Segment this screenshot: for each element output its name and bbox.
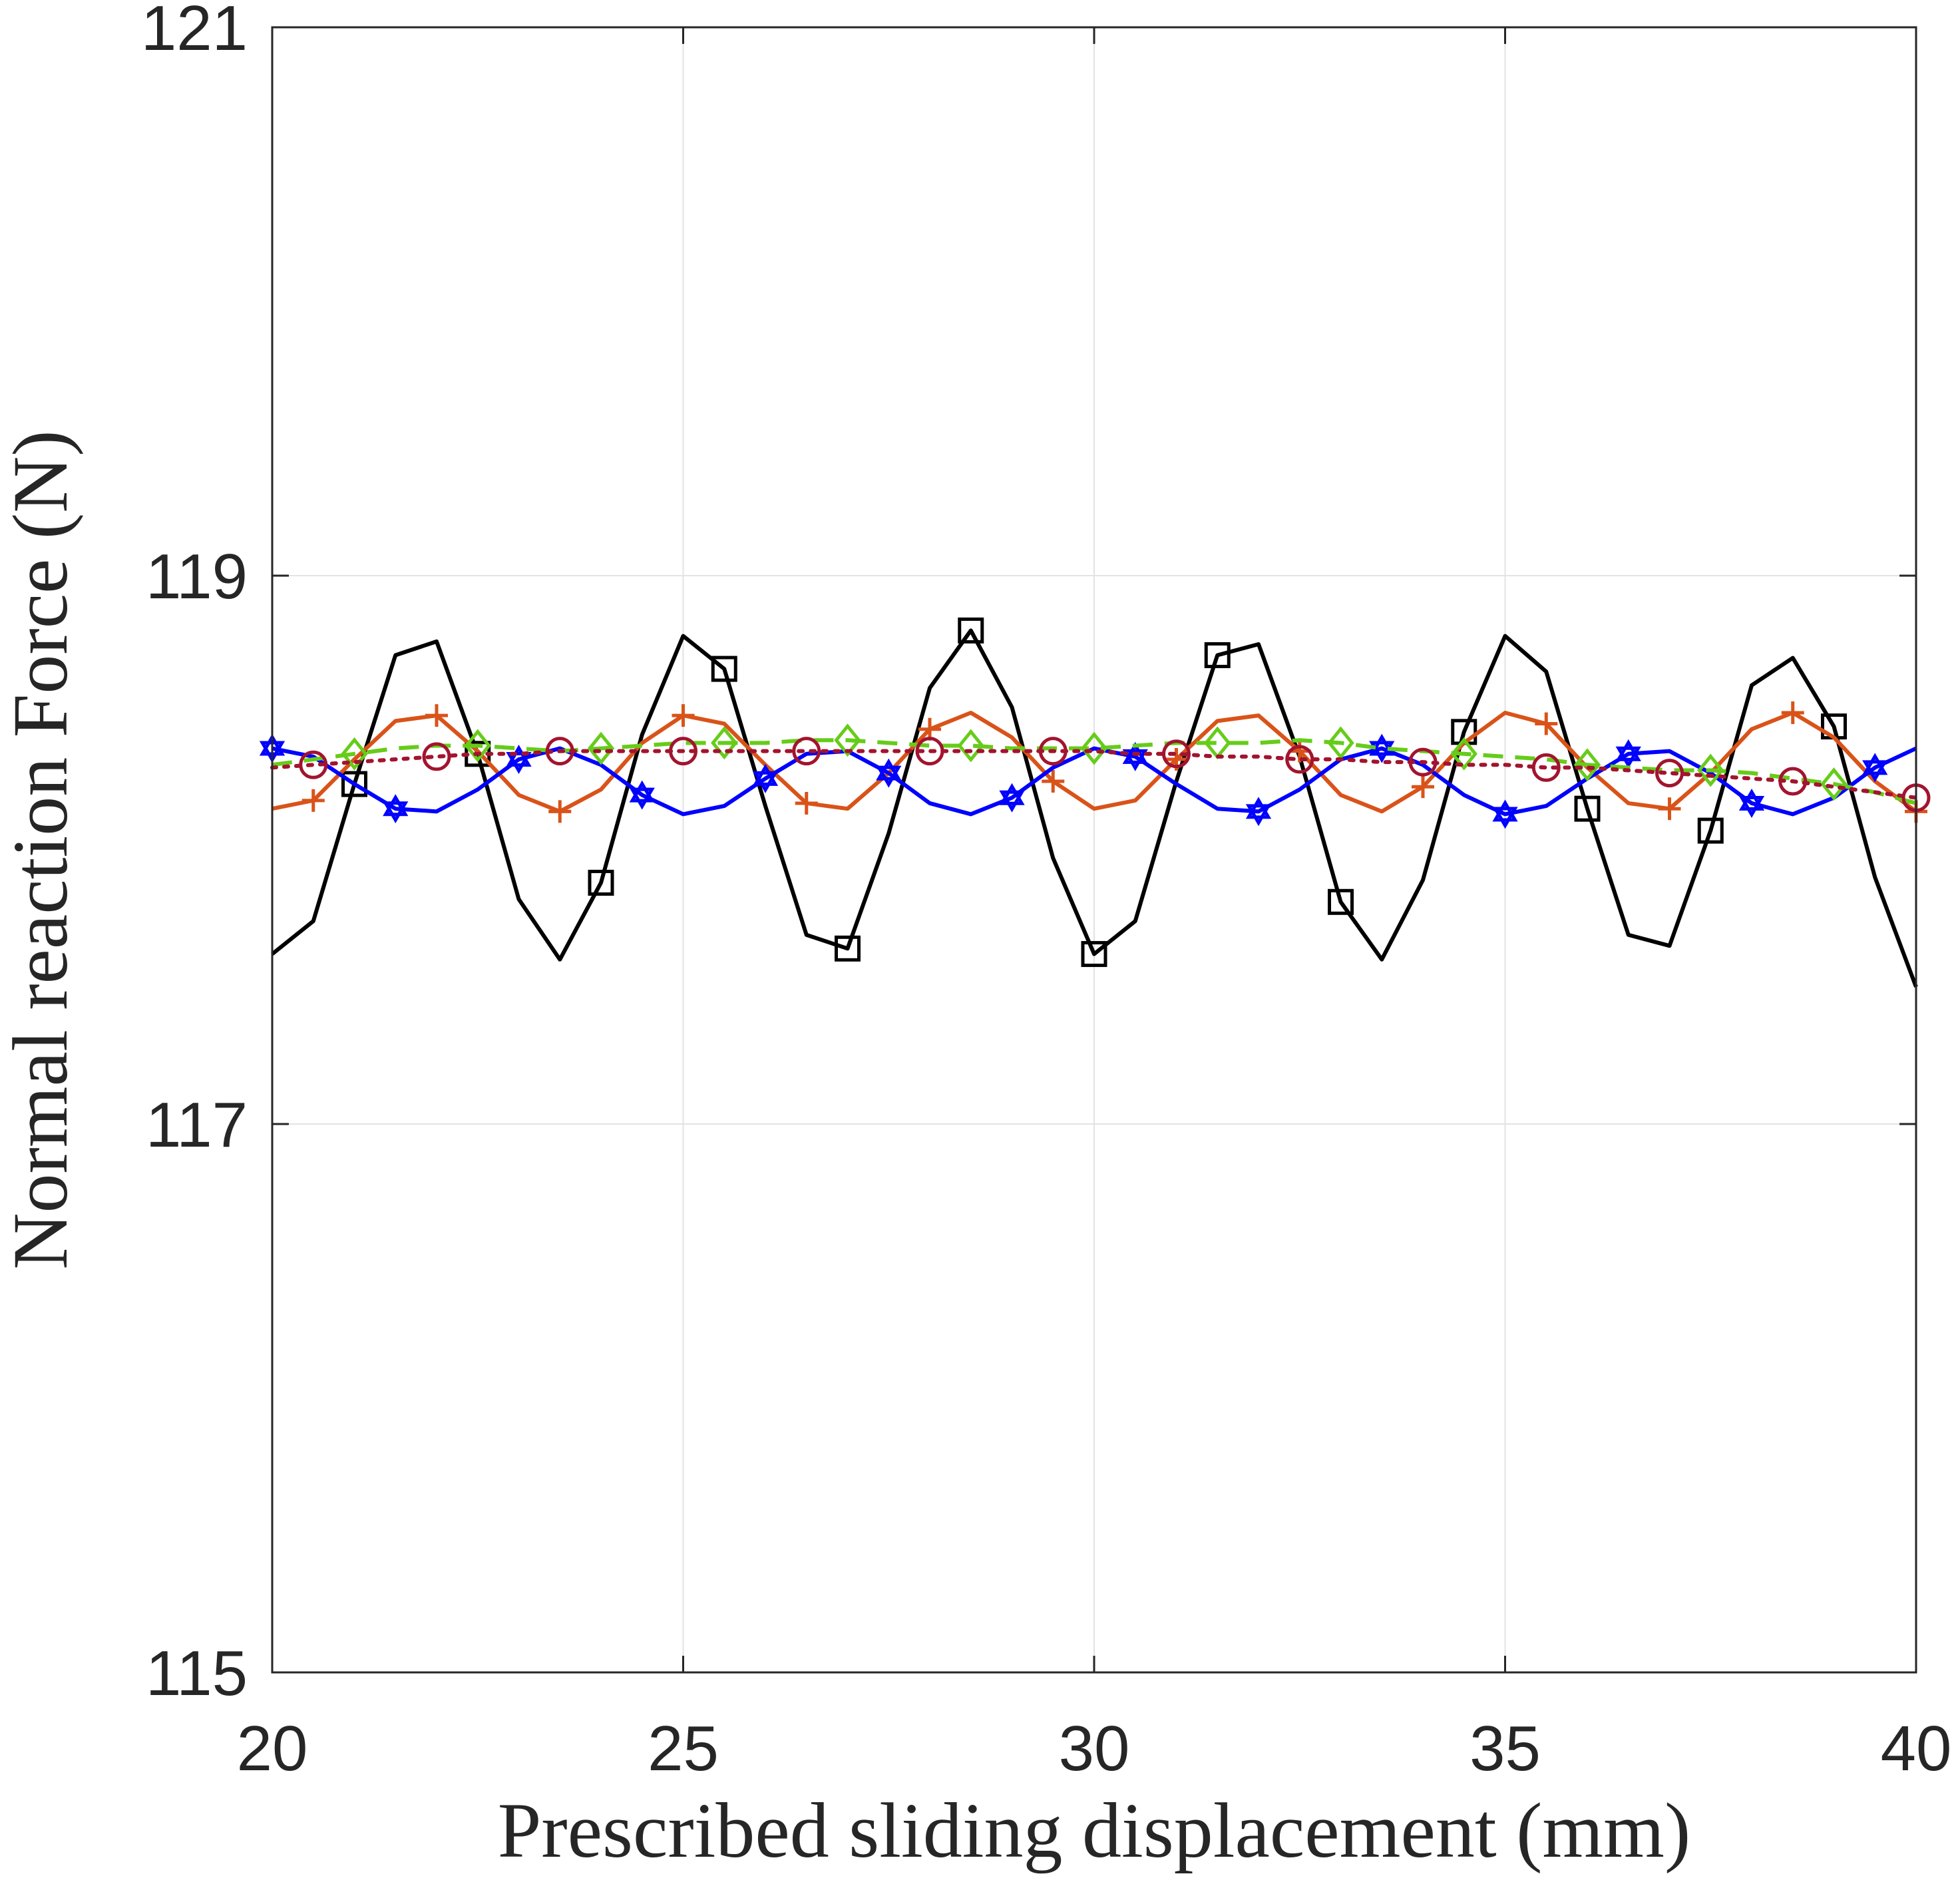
y-tick-label: 121 xyxy=(141,0,248,64)
marker-circle xyxy=(299,750,328,779)
marker-diamond xyxy=(834,723,861,757)
marker-hexagram xyxy=(383,794,409,824)
y-axis-label: Normal reaction Force (N) xyxy=(0,430,84,1269)
marker-circle xyxy=(1778,767,1808,796)
marker-plus xyxy=(795,791,818,815)
marker-square xyxy=(958,617,984,644)
marker-diamond xyxy=(711,726,738,760)
x-axis-label: Prescribed sliding displacement (mm) xyxy=(498,1787,1691,1874)
series-line xyxy=(271,628,1918,988)
marker-diamond xyxy=(957,729,984,763)
marker-circle xyxy=(1038,737,1068,766)
plot-lines xyxy=(259,617,1931,988)
x-tick-label: 40 xyxy=(1881,1713,1952,1784)
marker-plus xyxy=(301,789,325,812)
marker-plus xyxy=(1658,797,1681,821)
x-tick-label: 30 xyxy=(1059,1713,1130,1784)
marker-square xyxy=(711,656,737,682)
marker-plus xyxy=(1535,712,1558,735)
marker-square xyxy=(1574,795,1601,822)
marker-hexagram xyxy=(999,783,1025,813)
y-tick-label: 117 xyxy=(146,1089,248,1161)
marker-circle xyxy=(1531,753,1561,782)
marker-hexagram xyxy=(752,763,779,793)
marker-hexagram xyxy=(1615,739,1641,769)
grid xyxy=(272,27,1917,1673)
marker-hexagram xyxy=(1245,797,1272,827)
marker-circle xyxy=(1655,759,1684,788)
marker-hexagram xyxy=(876,758,902,788)
marker-plus xyxy=(1042,770,1065,793)
marker-hexagram xyxy=(1862,753,1888,783)
marker-diamond xyxy=(1697,753,1724,787)
y-tick-label: 119 xyxy=(146,541,248,612)
marker-square xyxy=(1204,642,1231,668)
marker-circle xyxy=(669,737,697,766)
marker-plus xyxy=(548,800,572,823)
marker-diamond xyxy=(1820,767,1848,801)
marker-hexagram xyxy=(1369,733,1395,763)
marker-diamond xyxy=(1080,731,1108,765)
marker-hexagram xyxy=(506,745,532,775)
marker-circle xyxy=(545,737,574,766)
marker-circle xyxy=(915,737,944,766)
marker-square xyxy=(341,771,367,797)
marker-square xyxy=(835,935,861,962)
x-tick-label: 35 xyxy=(1470,1713,1541,1784)
marker-square xyxy=(1081,941,1107,968)
marker-plus xyxy=(1412,775,1434,799)
marker-hexagram xyxy=(629,780,655,810)
marker-square xyxy=(588,869,614,896)
marker-circle xyxy=(1162,739,1191,769)
x-tick-label: 20 xyxy=(237,1713,308,1784)
marker-plus xyxy=(425,704,448,727)
marker-hexagram xyxy=(1738,788,1765,818)
x-tick-label: 25 xyxy=(648,1713,719,1784)
marker-plus xyxy=(918,717,941,741)
marker-diamond xyxy=(1573,748,1601,782)
marker-diamond xyxy=(1450,737,1477,771)
y-tick-label: 115 xyxy=(146,1638,248,1709)
marker-square xyxy=(1697,817,1724,844)
series-line xyxy=(272,711,1917,814)
marker-diamond xyxy=(587,731,615,765)
marker-hexagram xyxy=(1122,741,1148,771)
marker-plus xyxy=(1781,701,1804,724)
marker-circle xyxy=(1408,747,1438,777)
marker-circle xyxy=(422,742,451,771)
marker-hexagram xyxy=(1492,799,1518,829)
marker-circle xyxy=(1285,745,1314,774)
marker-circle xyxy=(792,737,821,766)
marker-plus xyxy=(672,704,695,727)
marker-square xyxy=(1328,888,1354,915)
marker-diamond xyxy=(1327,726,1354,760)
marker-diamond xyxy=(341,737,368,771)
marker-diamond xyxy=(464,729,491,763)
